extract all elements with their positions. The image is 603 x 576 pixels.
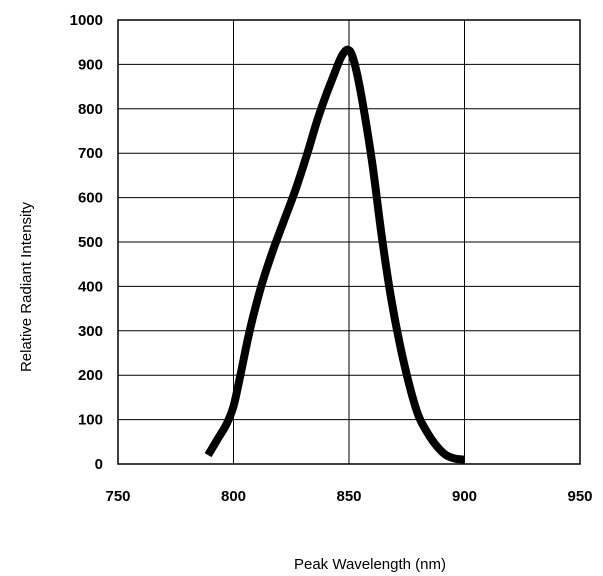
x-tick-labels: 750 800 850 900 950 [105, 488, 592, 505]
y-tick-label: 800 [78, 101, 103, 118]
y-tick-label: 100 [78, 412, 103, 429]
grid [117, 19, 581, 465]
y-tick-labels: 0 100 200 300 400 500 600 700 800 900 1000 [70, 12, 103, 473]
series-layer [204, 45, 466, 464]
y-tick-label: 500 [78, 234, 103, 251]
x-axis-label: Peak Wavelength (nm) [294, 556, 446, 573]
x-tick-label: 800 [221, 488, 246, 505]
y-tick-label: 400 [78, 278, 103, 295]
series-line [204, 45, 466, 464]
y-tick-label: 300 [78, 323, 103, 340]
x-tick-label: 850 [336, 488, 361, 505]
y-tick-label: 900 [78, 56, 103, 73]
y-axis-label: Relative Radiant Intensity [18, 201, 35, 372]
y-tick-label: 600 [78, 190, 103, 207]
x-tick-label: 750 [105, 488, 130, 505]
plot-frame [117, 19, 581, 465]
y-tick-label: 0 [95, 456, 103, 473]
y-tick-label: 1000 [70, 12, 103, 29]
x-tick-label: 900 [452, 488, 477, 505]
y-tick-label: 200 [78, 367, 103, 384]
x-tick-label: 950 [567, 488, 592, 505]
y-tick-label: 700 [78, 145, 103, 162]
